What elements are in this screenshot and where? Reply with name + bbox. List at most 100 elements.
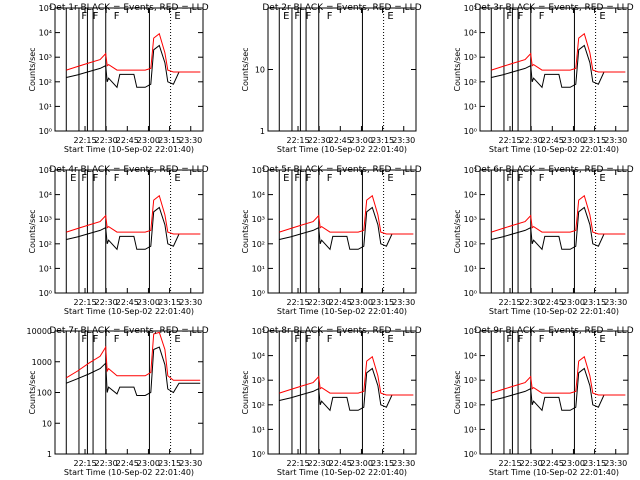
x-tick-label: 23:00	[562, 459, 585, 468]
marker-label: F	[114, 173, 120, 184]
y-tick-label: 10²	[252, 401, 265, 410]
x-tick-label: 22:15	[73, 459, 96, 468]
panel-title: Det 7r BLACK = Events, RED = LLD	[49, 326, 208, 336]
x-tick-label: 22:15	[286, 459, 309, 468]
x-tick-label: 23:30	[179, 136, 202, 145]
x-tick-label: 22:15	[498, 298, 521, 307]
x-axis-label: Start Time (10-Sep-02 22:01:40)	[64, 307, 194, 316]
y-tick-label: 10⁵	[464, 327, 477, 336]
series-line-lld	[491, 194, 626, 235]
marker-label: F	[327, 11, 333, 22]
y-axis-label: Counts/sec	[453, 209, 462, 253]
plot-frame	[54, 330, 204, 455]
panel-title: Det 9r BLACK = Events, RED = LLD	[474, 326, 633, 336]
y-axis-label: Counts/sec	[28, 370, 37, 414]
x-tick-label: 23:30	[179, 459, 202, 468]
x-tick-label: 23:30	[392, 459, 415, 468]
y-tick-label: 10000	[27, 327, 52, 336]
det-panel-2: E F F F E11022:1522:3022:4523:0023:1523:30De…	[241, 3, 422, 154]
x-tick-label: 22:30	[520, 136, 543, 145]
y-tick-label: 10²	[464, 78, 477, 87]
x-tick-label: 22:15	[73, 136, 96, 145]
marker-label: F	[506, 173, 512, 184]
y-tick-label: 10¹	[39, 264, 52, 273]
y-tick-label: 10⁰	[464, 289, 477, 298]
marker-label: F	[506, 11, 512, 22]
det-panel-4: E F F F E10⁰10¹10²10³10⁴10⁵22:1522:3022:4523…	[28, 165, 209, 316]
x-tick-label: 22:45	[116, 298, 139, 307]
y-tick-label: 10¹	[464, 425, 477, 434]
det-panel-8: F F F E10⁰10¹10²10³10⁴10⁵22:1522:3022:4523:…	[241, 326, 422, 477]
marker-label: F	[306, 334, 312, 345]
x-tick-label: 22:30	[308, 136, 331, 145]
marker-label: F	[306, 11, 312, 22]
series-line-lld	[279, 355, 414, 396]
x-tick-label: 23:30	[392, 298, 415, 307]
marker-label: E	[599, 334, 605, 345]
marker-label: E	[387, 173, 393, 184]
x-tick-label: 23:15	[583, 136, 606, 145]
marker-label: F	[506, 334, 512, 345]
y-tick-label: 10¹	[464, 264, 477, 273]
marker-label: E	[387, 334, 393, 345]
y-axis-label: Counts/sec	[453, 47, 462, 91]
y-tick-label: 10⁵	[252, 327, 265, 336]
y-tick-label: 10²	[464, 240, 477, 249]
det-panel-5: E F F F E10⁰10¹10²10³10⁴10⁵22:1522:3022:4523…	[241, 165, 422, 316]
y-tick-label: 10³	[39, 215, 52, 224]
y-tick-label: 10⁰	[252, 289, 265, 298]
y-tick-label: 100	[37, 389, 52, 398]
y-tick-label: 10⁵	[464, 4, 477, 13]
plot-frame	[54, 169, 204, 294]
marker-label: E	[174, 334, 180, 345]
panel-title: Det 4r BLACK = Events, RED = LLD	[49, 165, 208, 175]
x-tick-label: 22:45	[329, 459, 352, 468]
x-tick-label: 22:15	[286, 298, 309, 307]
x-tick-label: 23:00	[562, 136, 585, 145]
marker-label: E	[174, 173, 180, 184]
plot-frame	[267, 330, 417, 455]
plot-frame	[479, 169, 629, 294]
series-line-lld	[66, 194, 201, 235]
series-line-events	[491, 44, 626, 89]
marker-label: E	[599, 173, 605, 184]
y-tick-label: 10	[42, 419, 52, 428]
y-tick-label: 10²	[464, 401, 477, 410]
series-line-events	[279, 206, 414, 251]
y-tick-label: 10⁴	[39, 191, 52, 200]
y-tick-label: 10¹	[252, 264, 265, 273]
x-tick-label: 22:30	[95, 459, 118, 468]
marker-label: F	[327, 173, 333, 184]
x-axis-label: Start Time (10-Sep-02 22:01:40)	[489, 307, 619, 316]
y-tick-label: 10¹	[464, 102, 477, 111]
marker-label: F	[327, 334, 333, 345]
y-tick-label: 10⁰	[464, 450, 477, 459]
marker-label: F	[539, 334, 545, 345]
marker-label: F	[81, 173, 87, 184]
marker-label: E	[283, 173, 289, 184]
x-tick-label: 22:30	[95, 136, 118, 145]
plot-frame	[479, 7, 629, 132]
x-tick-label: 23:30	[604, 136, 627, 145]
det-panel-3: F F F E10⁰10¹10²10³10⁴10⁵22:1522:3022:4523:…	[453, 3, 634, 154]
x-tick-label: 23:30	[179, 298, 202, 307]
y-tick-label: 10⁴	[464, 29, 477, 38]
x-tick-label: 22:30	[308, 459, 331, 468]
series-line-lld	[66, 331, 201, 381]
series-line-lld	[491, 32, 626, 73]
x-axis-label: Start Time (10-Sep-02 22:01:40)	[489, 145, 619, 154]
series-line-events	[491, 367, 626, 412]
y-axis-label: Counts/sec	[28, 47, 37, 91]
y-axis-label: Counts/sec	[241, 47, 250, 91]
x-tick-label: 23:15	[158, 136, 181, 145]
x-axis-label: Start Time (10-Sep-02 22:01:40)	[277, 145, 407, 154]
marker-label: F	[114, 334, 120, 345]
marker-label: F	[539, 173, 545, 184]
plot-frame	[267, 169, 417, 294]
marker-label: F	[306, 173, 312, 184]
x-tick-label: 23:15	[583, 298, 606, 307]
y-tick-label: 10³	[252, 376, 265, 385]
marker-label: E	[599, 11, 605, 22]
series-line-events	[66, 44, 201, 89]
y-tick-label: 1	[260, 127, 265, 136]
